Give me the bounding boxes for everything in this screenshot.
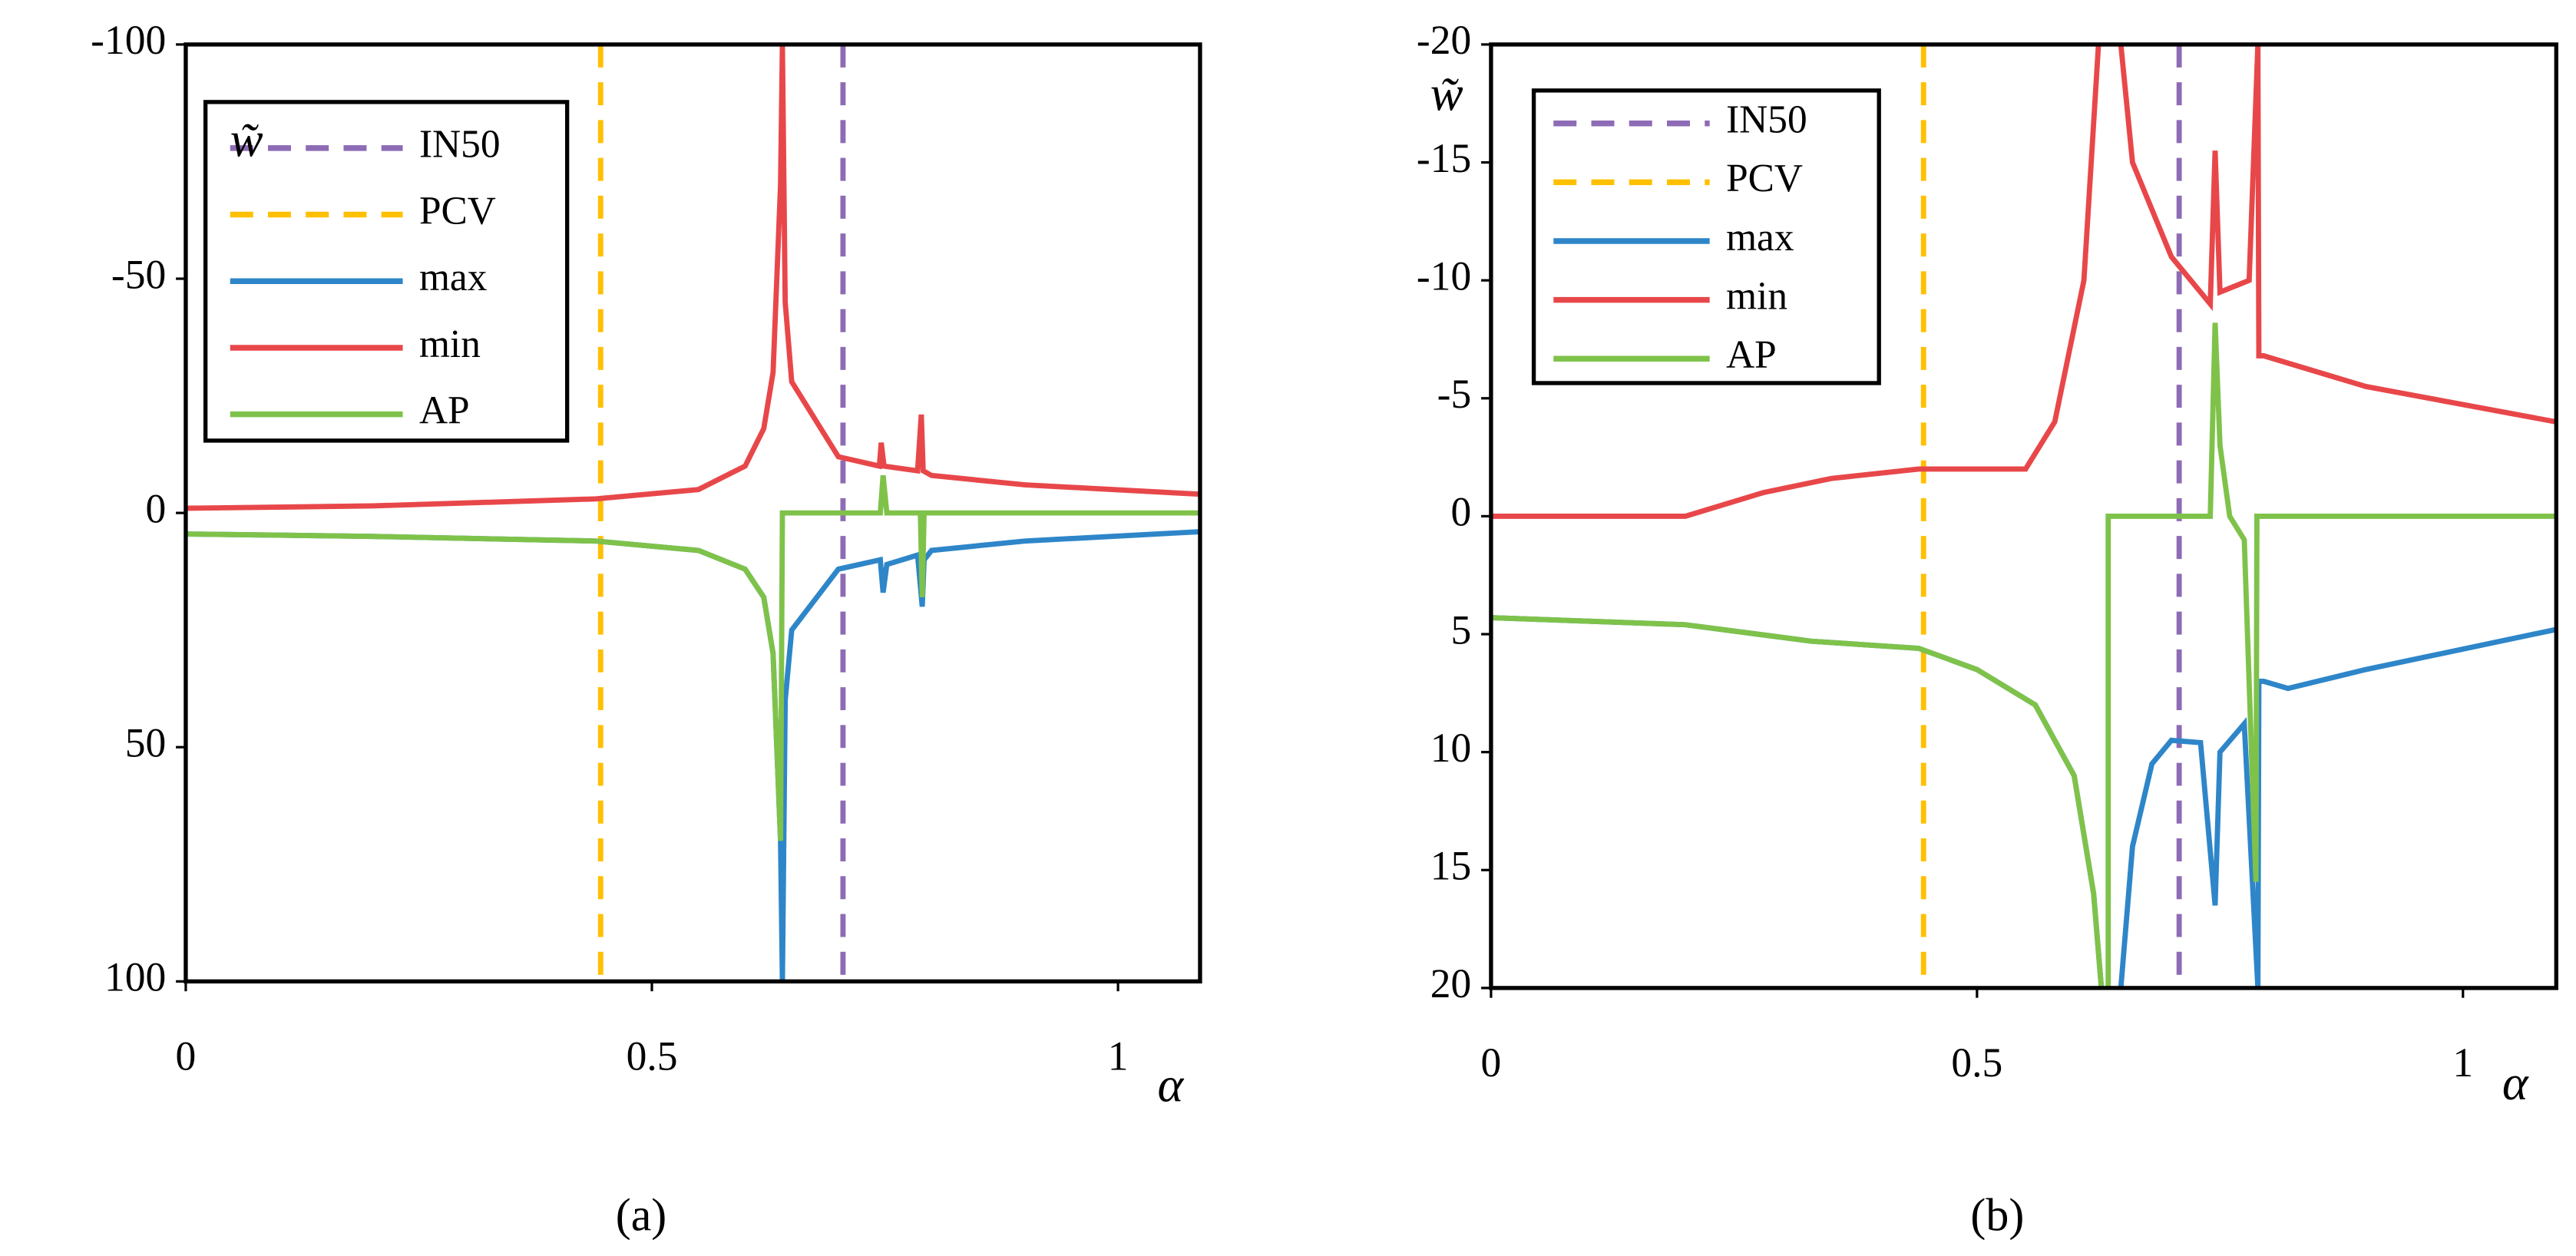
y-axis-label: w̃: [1430, 66, 1463, 121]
legend-label: IN50: [1726, 98, 1807, 141]
y-tick-label: 10: [1430, 725, 1472, 771]
x-axis-label: α: [1158, 1057, 1185, 1112]
y-tick-label: 0: [145, 485, 166, 531]
legend-label: AP: [1726, 333, 1777, 377]
y-tick-label: -20: [1417, 17, 1471, 63]
panel-label: (a): [616, 1190, 667, 1241]
legend-label: min: [1726, 274, 1787, 318]
y-tick-label: -10: [1417, 253, 1471, 299]
plot-frame: [184, 42, 1202, 983]
series-line: [185, 44, 1200, 511]
series-line: [1490, 615, 2105, 988]
legend-box: [1531, 88, 1881, 385]
legend-label: min: [419, 322, 481, 366]
series-group: [1490, 322, 2557, 988]
legend-label: PCV: [1726, 157, 1803, 200]
series-line: [2105, 322, 2557, 988]
y-tick-label: -50: [111, 251, 166, 297]
x-tick-label: 1: [1108, 1033, 1129, 1079]
legend-label: max: [419, 256, 488, 299]
panel-label: (b): [1970, 1190, 2024, 1241]
y-tick-label: 0: [1450, 489, 1471, 535]
legend-label: PCV: [419, 189, 496, 233]
series-group: [1490, 615, 2557, 988]
series-group: [1490, 44, 2557, 519]
x-tick-label: 0.5: [1951, 1040, 2002, 1086]
x-tick-label: 1: [2452, 1040, 2473, 1086]
y-tick-label: -100: [91, 17, 166, 63]
y-tick-label: 5: [1450, 607, 1471, 653]
y-tick-label: 100: [104, 954, 166, 1000]
series-line: [1490, 44, 2101, 519]
x-tick-label: 0: [1481, 1040, 1502, 1086]
series-line: [2118, 626, 2557, 988]
series-line: [185, 474, 1200, 841]
series-group: [185, 474, 1200, 841]
y-tick-label: 15: [1430, 843, 1472, 889]
y-tick-label: 50: [125, 720, 167, 766]
series-line: [185, 529, 1200, 982]
x-axis-label: α: [2502, 1056, 2529, 1110]
y-tick-label: -5: [1437, 371, 1472, 417]
legend-label: AP: [419, 388, 470, 432]
y-tick-label: -15: [1417, 135, 1471, 181]
series-line: [2118, 44, 2557, 425]
legend-box: [203, 100, 570, 443]
series-group: [185, 529, 1200, 982]
series-line: [1490, 615, 2105, 988]
y-tick-label: 20: [1430, 960, 1472, 1006]
plot-frame: [1489, 42, 2558, 990]
series-group: [185, 44, 1200, 511]
x-tick-label: 0: [176, 1033, 197, 1079]
x-tick-label: 0.5: [627, 1033, 678, 1079]
legend-label: IN50: [419, 123, 501, 167]
legend-label: max: [1726, 216, 1794, 259]
y-axis-label: w̃: [230, 112, 263, 167]
